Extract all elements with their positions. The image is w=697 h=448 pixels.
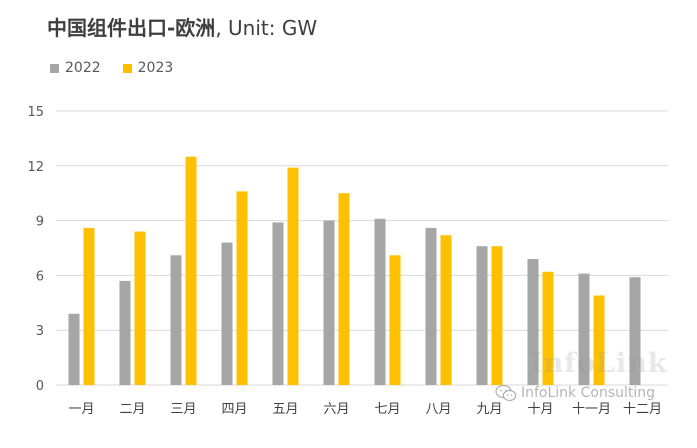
x-tick-label: 十二月 [623, 402, 662, 417]
chart-title: 中国组件出口-欧洲, Unit: GW [47, 14, 317, 42]
bar-2023-4 [236, 191, 248, 385]
y-tick-label: 6 [36, 269, 44, 284]
bar-2023-10 [542, 271, 554, 385]
x-tick-label: 十月 [527, 402, 553, 417]
bar-2022-8 [425, 227, 437, 385]
x-tick-label: 二月 [119, 402, 145, 417]
bar-2022-7 [374, 218, 386, 385]
legend: 2022 2023 [50, 58, 195, 78]
wechat-icon [495, 384, 517, 402]
bar-2022-11 [578, 273, 590, 385]
x-tick-label: 六月 [323, 402, 349, 417]
bar-2023-2 [134, 231, 146, 385]
bar-2022-5 [272, 222, 284, 385]
grid-lines [56, 110, 668, 386]
y-tick-label: 9 [36, 215, 44, 230]
watermark-brand: InfoLink [530, 348, 668, 379]
legend-item-2022: 2022 [50, 60, 101, 76]
y-axis-ticks: 0 3 6 9 12 15 [27, 105, 44, 394]
bar-2022-10 [527, 258, 539, 385]
bar-2023-1 [83, 227, 95, 385]
bar-2023-9 [491, 246, 503, 385]
bar-2023-7 [389, 255, 401, 385]
legend-swatch-2022 [50, 63, 59, 73]
x-tick-label: 三月 [170, 402, 196, 417]
bar-2022-3 [170, 255, 182, 385]
bar-2022-2 [119, 280, 131, 385]
bar-2022-6 [323, 220, 335, 385]
y-tick-label: 15 [27, 105, 44, 120]
bar-2022-9 [476, 246, 488, 385]
x-tick-label: 九月 [476, 402, 502, 417]
legend-label-2023: 2023 [137, 60, 174, 76]
y-tick-label: 0 [36, 379, 44, 394]
bar-2022-12 [629, 277, 641, 385]
bar-2022-1 [68, 313, 80, 385]
bars [68, 156, 641, 385]
bar-2023-3 [185, 156, 197, 385]
legend-swatch-2023 [122, 63, 132, 73]
bar-2023-11 [593, 295, 605, 385]
y-tick-label: 12 [27, 160, 44, 175]
watermark-caption-row: InfoLink Consulting [495, 384, 655, 402]
bar-2023-8 [440, 235, 452, 385]
x-tick-label: 五月 [272, 402, 298, 417]
bar-2023-5 [287, 167, 299, 385]
x-tick-label: 四月 [221, 402, 247, 417]
chart-title-unit: , Unit: GW [215, 16, 318, 40]
x-tick-label: 十一月 [572, 402, 611, 417]
x-tick-label: 八月 [425, 402, 451, 417]
x-axis-labels: 一月 二月 三月 四月 五月 六月 七月 八月 九月 十月 十一月 十二月 [68, 402, 662, 417]
y-tick-label: 3 [36, 324, 44, 339]
bar-2023-6 [338, 193, 350, 385]
legend-label-2022: 2022 [65, 60, 101, 76]
x-tick-label: 一月 [68, 402, 94, 417]
legend-item-2023: 2023 [122, 60, 174, 76]
watermark-caption: InfoLink Consulting [521, 385, 656, 401]
bar-2022-4 [221, 242, 233, 385]
chart-title-main: 中国组件出口-欧洲 [47, 16, 216, 40]
x-tick-label: 七月 [374, 402, 400, 417]
